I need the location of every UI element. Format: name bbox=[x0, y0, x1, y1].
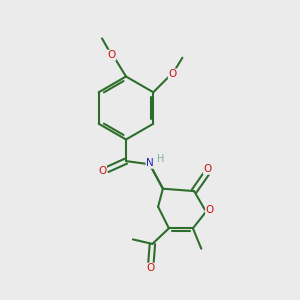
Text: O: O bbox=[107, 50, 116, 60]
Text: O: O bbox=[203, 164, 212, 174]
Text: O: O bbox=[206, 205, 214, 215]
Text: O: O bbox=[98, 166, 106, 176]
Text: H: H bbox=[157, 154, 164, 164]
Text: N: N bbox=[146, 158, 154, 168]
Text: O: O bbox=[168, 69, 177, 79]
Text: O: O bbox=[146, 263, 154, 273]
